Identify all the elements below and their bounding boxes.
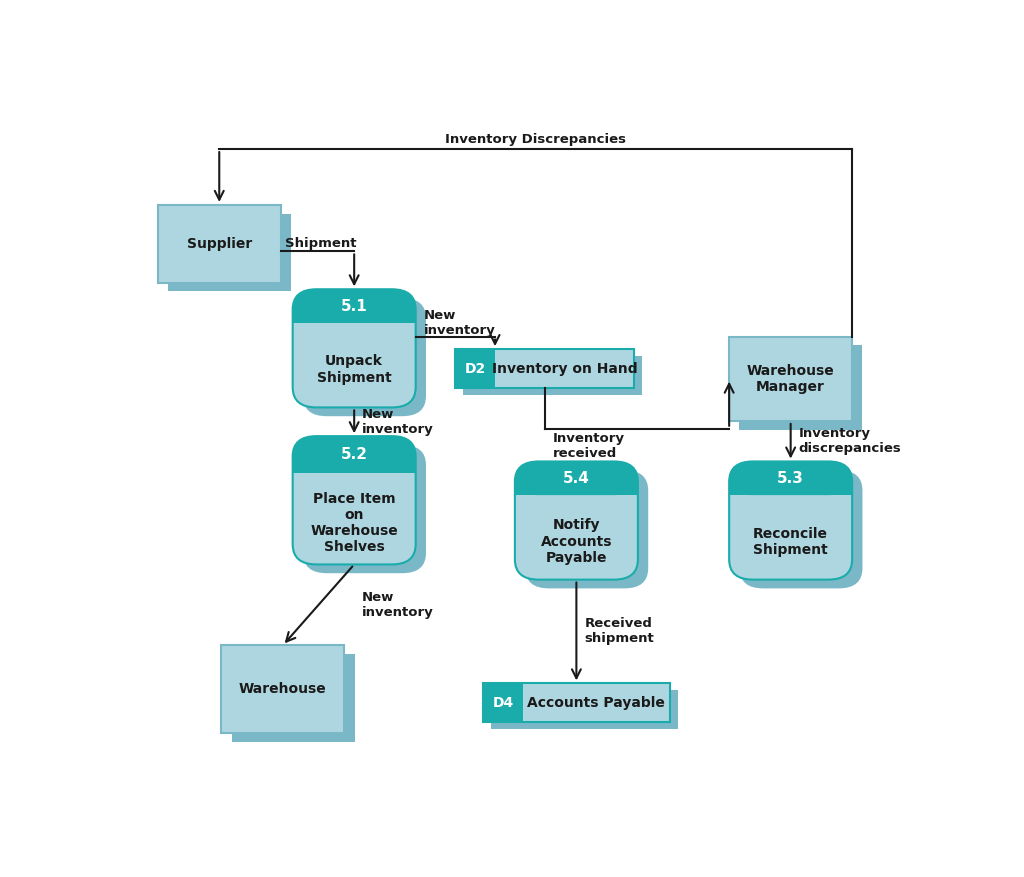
Text: 5.3: 5.3 (777, 471, 804, 486)
Bar (492, 690, 678, 729)
Bar (729, 476, 852, 496)
Text: Notify
Accounts
Payable: Notify Accounts Payable (541, 518, 612, 565)
Text: Inventory on Hand: Inventory on Hand (492, 361, 637, 375)
FancyBboxPatch shape (303, 445, 426, 574)
Text: Inventory
received: Inventory received (553, 431, 625, 460)
FancyBboxPatch shape (515, 461, 638, 496)
Text: New
inventory: New inventory (362, 591, 434, 619)
Text: Accounts Payable: Accounts Payable (527, 695, 666, 709)
Text: 5.1: 5.1 (341, 298, 368, 314)
Bar (483, 683, 670, 723)
FancyBboxPatch shape (158, 205, 281, 282)
FancyBboxPatch shape (729, 461, 852, 580)
FancyBboxPatch shape (293, 436, 416, 565)
Text: 5.2: 5.2 (341, 447, 368, 462)
FancyBboxPatch shape (231, 654, 354, 742)
Bar (456, 349, 495, 389)
FancyBboxPatch shape (221, 645, 344, 733)
Bar (293, 453, 416, 473)
Text: Warehouse: Warehouse (239, 682, 327, 696)
Text: 5.4: 5.4 (563, 471, 590, 486)
Text: Place Item
on
Warehouse
Shelves: Place Item on Warehouse Shelves (310, 492, 398, 554)
FancyBboxPatch shape (729, 461, 852, 496)
Text: Shipment: Shipment (285, 237, 356, 250)
Text: D2: D2 (465, 361, 485, 375)
Text: Inventory Discrepancies: Inventory Discrepancies (445, 132, 627, 146)
Text: Reconcile
Shipment: Reconcile Shipment (754, 526, 828, 557)
Bar (515, 476, 638, 496)
Text: Inventory
discrepancies: Inventory discrepancies (799, 427, 901, 455)
FancyBboxPatch shape (515, 461, 638, 580)
Text: D4: D4 (493, 695, 514, 709)
Text: Supplier: Supplier (186, 237, 252, 251)
FancyBboxPatch shape (525, 470, 648, 588)
FancyBboxPatch shape (293, 289, 416, 323)
Bar (463, 356, 642, 395)
FancyBboxPatch shape (168, 214, 291, 291)
Text: New
inventory: New inventory (362, 408, 434, 436)
Text: New
inventory: New inventory (424, 309, 496, 337)
Text: Unpack
Shipment: Unpack Shipment (316, 354, 391, 384)
Bar (293, 304, 416, 323)
FancyBboxPatch shape (303, 298, 426, 417)
FancyBboxPatch shape (293, 436, 416, 473)
FancyBboxPatch shape (729, 337, 852, 421)
Text: Received
shipment: Received shipment (585, 617, 654, 645)
FancyBboxPatch shape (293, 289, 416, 408)
Bar (483, 683, 523, 723)
Bar (456, 349, 634, 389)
FancyBboxPatch shape (739, 346, 862, 430)
FancyBboxPatch shape (739, 470, 862, 588)
Text: Warehouse
Manager: Warehouse Manager (746, 364, 835, 394)
